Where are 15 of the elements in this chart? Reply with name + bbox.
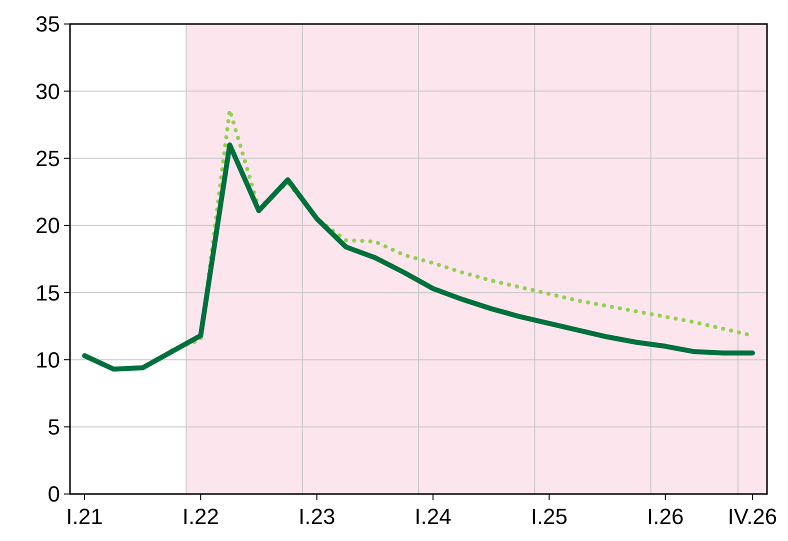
y-tick-label: 0 (48, 482, 60, 507)
x-tick-label: I.25 (530, 504, 568, 529)
y-tick-label: 30 (36, 78, 60, 104)
y-tick-label: 5 (48, 414, 60, 440)
y-tick-label: 35 (36, 12, 60, 37)
x-tick-label: IV.26 (728, 504, 778, 529)
y-tick-label: 25 (36, 146, 60, 171)
y-tick-label: 20 (36, 213, 60, 238)
y-tick-label: 15 (36, 280, 60, 306)
x-tick-label: I.21 (66, 504, 103, 529)
x-tick-label: I.24 (414, 504, 452, 529)
x-tick-label: I.22 (182, 504, 220, 529)
x-tick-label: I.23 (298, 504, 336, 529)
y-tick-label: 10 (36, 347, 60, 372)
x-tick-label: I.26 (647, 504, 684, 529)
